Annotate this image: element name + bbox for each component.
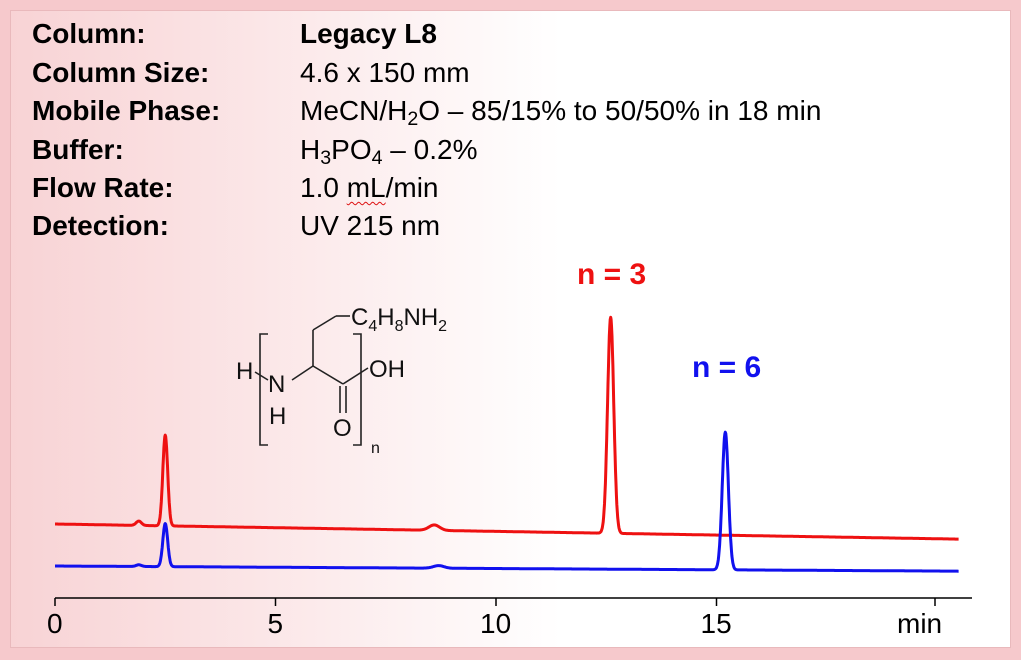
right-bracket [353,333,362,446]
calpha-c-bond [312,365,344,385]
n-repeat-label: n [371,440,380,457]
x-tick-label-5: 5 [267,608,284,639]
h-n-bond [254,371,269,381]
flow-value: 1.0 mL/min [300,172,439,203]
size-value: 4.6 x 150 mm [300,57,470,88]
series-line-n3 [53,315,960,541]
x-tick-label-10: 10 [480,608,512,639]
chart-panel [10,10,1011,648]
x-tick-label-15: 15 [700,608,732,639]
x-axis [54,597,972,606]
c-oh-bond [342,367,369,385]
x-axis-unit-label: min [897,608,943,639]
o-label: O [333,415,352,442]
detection-label: Detection: [32,210,169,241]
mobile-label: Mobile Phase: [32,95,221,126]
structure-labels: C4H8NH2 H N H OH O n [236,304,447,457]
side-chain-bond-2 [312,315,337,331]
n-atom-label: N [268,371,285,398]
detection-value: UV 215 nm [300,210,441,241]
n-calpha-bond [291,365,314,381]
column-label: Column: [32,18,146,49]
h-left-label: H [236,358,253,385]
side-chain-label: C4H8NH2 [351,304,447,335]
peak-label-n3: n = 3 [577,258,647,291]
buffer-value: H3PO4 – 0.2% [300,134,478,169]
size-label: Column Size: [32,57,210,88]
column-value: Legacy L8 [300,18,437,49]
peptide-structure-diagram [254,315,369,446]
peak-label-n6: n = 6 [692,351,762,384]
series-line-n6 [53,430,960,573]
h-below-label: H [269,403,286,430]
left-bracket [259,333,268,446]
buffer-label: Buffer: [32,134,124,165]
x-tick-label-0: 0 [47,608,63,639]
series-layer [53,315,960,573]
oh-label: OH [369,356,405,383]
flow-label: Flow Rate: [32,172,174,203]
mobile-value: MeCN/H2O – 85/15% to 50/50% in 18 min [300,95,822,130]
